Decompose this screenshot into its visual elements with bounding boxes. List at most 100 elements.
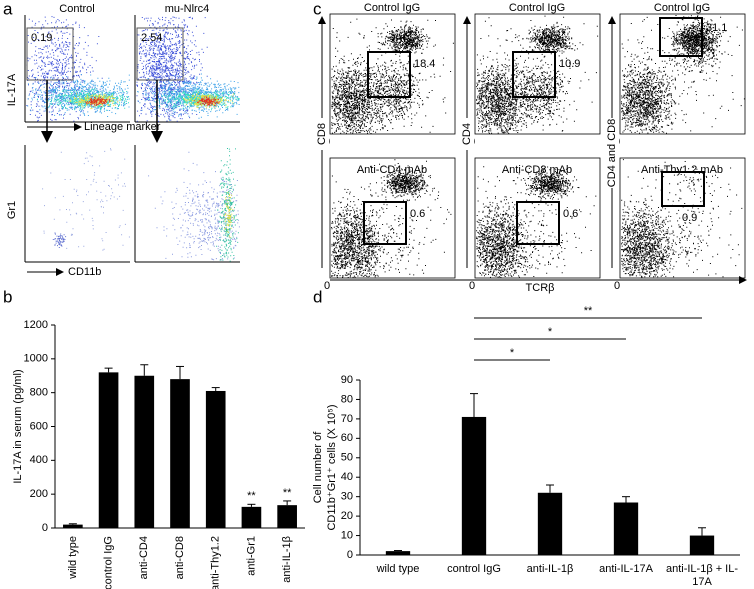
- y-tick-label: 800: [30, 387, 48, 399]
- gate: [512, 51, 556, 98]
- dot-cloud: [476, 193, 536, 278]
- gate-value: 18.4: [414, 58, 435, 70]
- dot-cloud: [223, 192, 234, 238]
- dot-cloud: [621, 187, 683, 278]
- origin-label: 0: [324, 280, 330, 292]
- plot-title: Anti-Thy1.2 mAb: [641, 164, 723, 176]
- dot-cloud: [360, 59, 429, 130]
- gate: [363, 201, 407, 245]
- y-tick-label: 70: [341, 413, 353, 425]
- bar: [63, 524, 83, 528]
- dot-cloud: [476, 15, 599, 132]
- y-axis-label: IL-17A: [6, 73, 18, 106]
- x-tick-label: anti-IL-1β: [526, 563, 574, 575]
- annotation: **: [247, 490, 256, 502]
- gate: [367, 51, 411, 98]
- dot-cloud: [331, 159, 452, 276]
- y-tick-label: 20: [341, 510, 353, 522]
- origin-label: 0: [614, 280, 620, 292]
- label-bg: [315, 118, 329, 150]
- x-tick-label: anti-IL-1β: [281, 536, 293, 583]
- dot-cloud: [621, 52, 683, 134]
- y-axis-label: Gr1: [6, 201, 18, 219]
- y-tick-label: 40: [341, 471, 353, 483]
- y-tick-label: 30: [341, 491, 353, 503]
- y-axis-label: CD8: [316, 123, 328, 145]
- y-tick-label: 200: [30, 488, 48, 500]
- bar: [613, 502, 639, 555]
- bar: [205, 390, 226, 528]
- dot-cloud: [85, 96, 111, 107]
- dot-cloud: [26, 16, 103, 122]
- dot-cloud: [476, 51, 536, 134]
- x-tick-label: anti-Gr1: [245, 536, 257, 576]
- plot-frame: [474, 13, 601, 135]
- plot-frame: [619, 157, 746, 279]
- label-bg: [460, 118, 474, 150]
- dot-cloud: [377, 21, 436, 57]
- dot-cloud: [331, 47, 394, 134]
- x-tick-label: wild type: [67, 536, 79, 580]
- dot-cloud: [149, 88, 240, 111]
- y-tick-label: 600: [30, 420, 48, 432]
- x-tick-label: anti-IL-1β + IL-17A: [665, 563, 739, 588]
- gate-value: 0.6: [410, 208, 425, 220]
- gate-value: 2.54: [141, 32, 162, 44]
- gate-value: 0.19: [31, 32, 52, 44]
- dot-cloud: [37, 88, 130, 111]
- annotation: **: [283, 487, 292, 499]
- x-tick-label: anti-CD4: [138, 536, 150, 579]
- y-axis-label: IL-17A in serum (pg/ml): [12, 369, 24, 483]
- x-tick-label: anti-Thy1.2: [210, 536, 222, 589]
- gate: [136, 27, 184, 81]
- dot-cloud: [621, 159, 743, 278]
- dot-cloud: [42, 148, 130, 251]
- x-axis-label: TCRβ: [526, 282, 555, 294]
- gate: [516, 201, 560, 245]
- significance-label: *: [548, 326, 553, 338]
- y-tick-label: 0: [347, 549, 353, 561]
- dot-cloud: [137, 73, 240, 121]
- bar: [689, 535, 715, 555]
- y-axis-label: Cell number of: [312, 431, 324, 503]
- significance-label: *: [510, 347, 515, 359]
- y-tick-label: 90: [341, 374, 353, 386]
- bar: [461, 416, 487, 555]
- y-tick-label: 400: [30, 454, 48, 466]
- dot-cloud: [367, 219, 434, 276]
- bar: [98, 372, 119, 528]
- y-tick-label: 1200: [24, 319, 48, 331]
- dot-cloud: [677, 171, 713, 196]
- plot-frame: [619, 13, 746, 135]
- bar: [241, 506, 262, 528]
- plot-title: Anti-CD8 mAb: [502, 164, 572, 176]
- dot-cloud: [520, 167, 579, 200]
- x-tick-label: control IgG: [447, 563, 501, 575]
- bar: [385, 551, 411, 555]
- x-tick-label: anti-CD8: [174, 536, 186, 579]
- label-bg: [605, 118, 619, 188]
- gate-value: 0.6: [563, 208, 578, 220]
- gate: [659, 17, 703, 57]
- dot-cloud: [331, 191, 395, 278]
- y-axis-label: CD11b⁺Gr1⁺ cells (X 10⁵): [326, 404, 338, 530]
- panel-label: b: [3, 287, 12, 306]
- plot-title: Control IgG: [364, 2, 420, 14]
- y-tick-label: 10: [341, 529, 353, 541]
- dot-cloud: [136, 16, 208, 122]
- y-tick-label: 60: [341, 432, 353, 444]
- plot-title: Control IgG: [654, 2, 710, 14]
- x-tick-label: anti-IL-17A: [599, 563, 653, 575]
- panel-label: d: [313, 287, 322, 306]
- dot-cloud: [183, 91, 234, 109]
- gate: [661, 171, 705, 207]
- dot-cloud: [52, 232, 67, 248]
- y-tick-label: 50: [341, 452, 353, 464]
- plot-frame: [329, 157, 456, 279]
- y-axis-label: CD4: [461, 123, 473, 145]
- y-tick-label: 80: [341, 393, 353, 405]
- x-axis-label: CD11b: [68, 266, 101, 278]
- y-tick-label: 1000: [24, 353, 48, 365]
- dot-cloud: [193, 96, 220, 107]
